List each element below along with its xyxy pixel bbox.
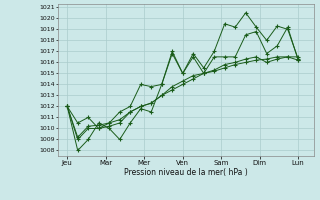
X-axis label: Pression niveau de la mer( hPa ): Pression niveau de la mer( hPa ) xyxy=(124,168,247,177)
